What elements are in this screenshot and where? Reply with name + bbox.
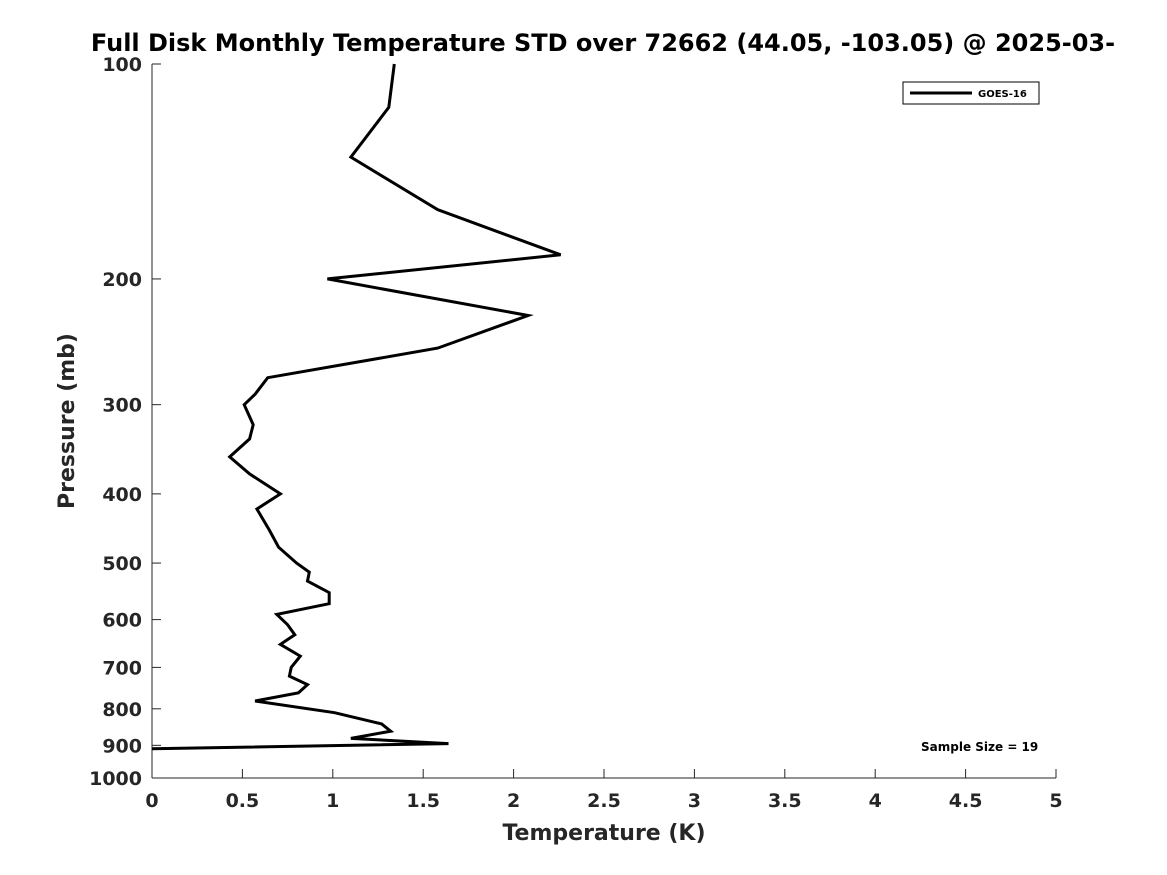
x-tick-label: 0 [145,790,158,812]
legend-label: GOES-16 [978,89,1027,100]
chart-title: Full Disk Monthly Temperature STD over 7… [91,29,1115,57]
y-ticks: 100 200 300 400 500 600 700 800 900 1000 [89,54,161,790]
y-axis-label: Pressure (mb) [55,333,80,509]
sample-size-annotation: Sample Size = 19 [921,740,1038,754]
x-tick-label: 3 [688,790,701,812]
x-tick-label: 1 [326,790,339,812]
y-tick-label: 1000 [89,768,142,790]
legend: GOES-16 [902,81,1040,105]
x-tick-label: 4.5 [949,790,983,812]
y-tick-label: 400 [102,484,142,506]
x-tick-label: 0.5 [226,790,260,812]
y-tick-label: 900 [102,735,142,757]
x-tick-label: 1.5 [406,790,440,812]
y-tick-label: 500 [102,553,142,575]
x-tick-label: 2.5 [587,790,621,812]
x-tick-label: 2 [507,790,520,812]
x-ticks: 0 0.5 1 1.5 2 2.5 3 3.5 4 4.5 5 [145,769,1063,812]
y-tick-label: 800 [102,699,142,721]
series-line-goes-16 [151,63,562,751]
x-tick-label: 4 [869,790,882,812]
y-tick-label: 300 [102,395,142,417]
x-tick-label: 3.5 [768,790,802,812]
x-axis-label: Temperature (K) [502,821,705,846]
y-tick-label: 700 [102,657,142,679]
y-tick-label: 600 [102,610,142,632]
x-tick-label: 5 [1049,790,1062,812]
y-tick-label: 200 [102,269,142,291]
y-tick-label: 100 [102,54,142,76]
